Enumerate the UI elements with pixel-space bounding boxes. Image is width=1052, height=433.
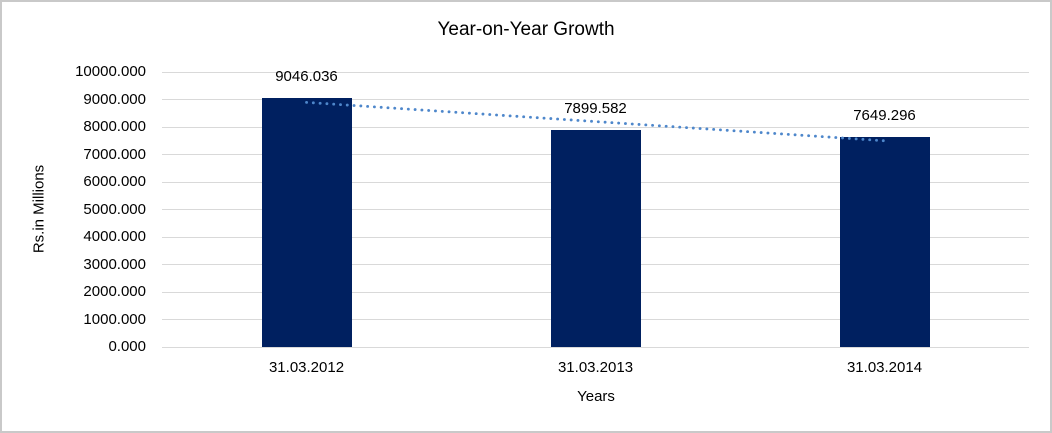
chart-title: Year-on-Year Growth [437, 19, 615, 40]
y-axis-tick-label: 2000.000 [83, 283, 146, 300]
bar-31.03.2012 [261, 98, 352, 347]
data-label: 7649.296 [853, 106, 916, 124]
y-axis-tick-label: 7000.000 [83, 145, 146, 163]
y-axis-tick-label: 10000.000 [75, 63, 146, 80]
y-axis-tick-label: 5000.000 [83, 200, 146, 218]
data-label: 7899.582 [564, 99, 627, 117]
x-axis-title: Years [577, 388, 615, 405]
y-axis-tick-label: 4000.000 [83, 228, 146, 245]
horizontal-gridline [162, 99, 1029, 100]
data-label: 9046.036 [275, 68, 338, 86]
bar-31.03.2014 [839, 136, 930, 347]
y-axis-tick-label: 8000.000 [83, 118, 146, 135]
y-axis-tick-label: 6000.000 [83, 173, 146, 190]
y-axis-tick-label: 9000.000 [83, 90, 146, 108]
y-axis-tick-label: 3000.000 [83, 255, 146, 273]
y-axis-tick-label: 0.000 [108, 338, 146, 355]
bar-31.03.2013 [550, 129, 641, 347]
horizontal-gridline [162, 71, 1029, 73]
x-axis-tick-label: 31.03.2013 [557, 359, 634, 376]
x-axis-tick-label: 31.03.2014 [846, 359, 923, 376]
x-axis-tick-label: 31.03.2012 [268, 359, 345, 376]
y-axis-tick-label: 1000.000 [83, 310, 146, 328]
horizontal-gridline [162, 346, 1029, 348]
